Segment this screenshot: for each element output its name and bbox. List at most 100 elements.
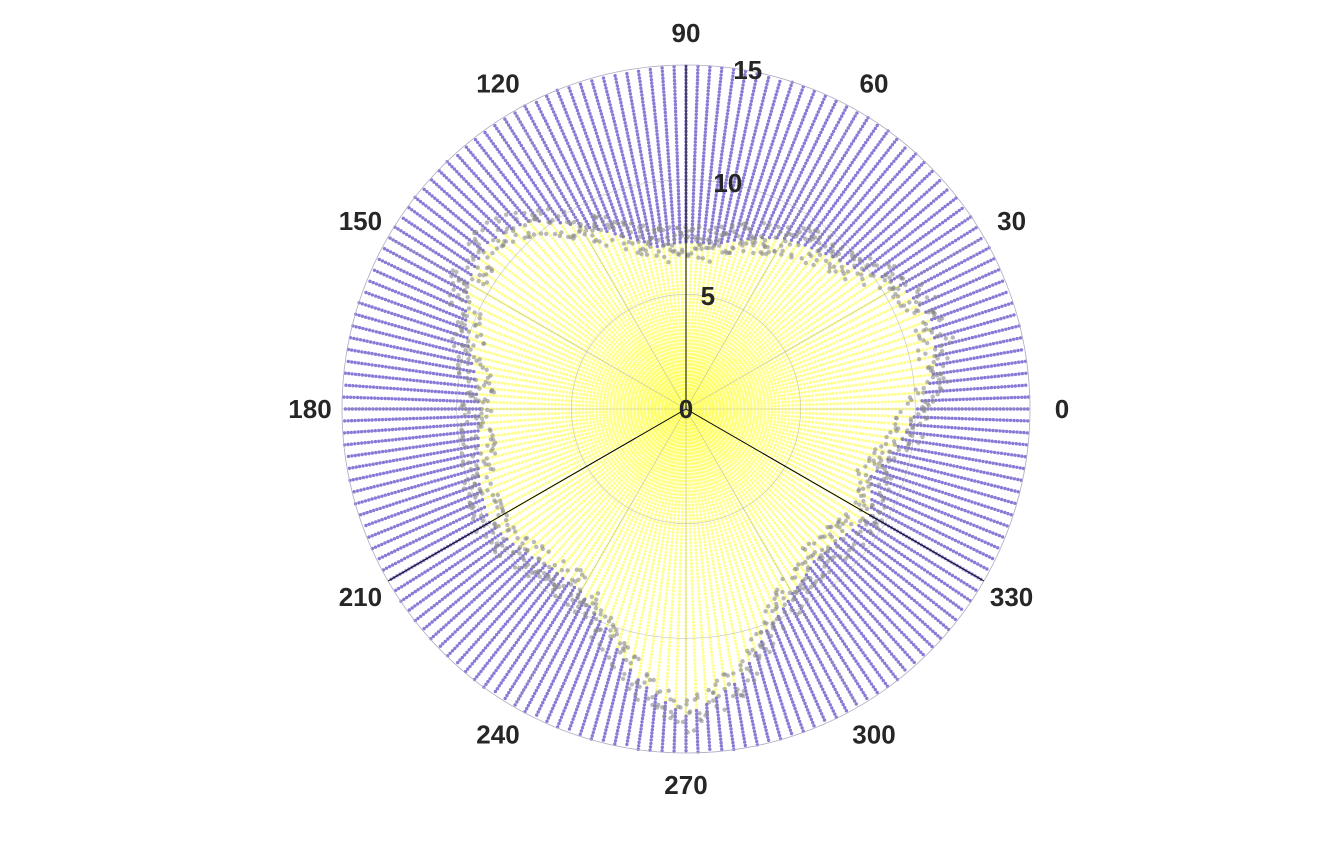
data-point	[772, 352, 775, 356]
data-point	[801, 316, 805, 320]
data-point	[523, 228, 527, 232]
data-point	[739, 320, 743, 323]
data-point	[725, 305, 729, 309]
data-point	[483, 309, 487, 313]
data-point	[905, 376, 909, 380]
data-point	[564, 326, 568, 330]
data-point	[825, 377, 829, 381]
data-point	[637, 331, 641, 335]
data-point	[787, 352, 791, 356]
data-point	[737, 288, 741, 292]
data-point	[778, 267, 782, 271]
data-point	[848, 320, 852, 324]
data-point	[808, 357, 812, 361]
data-point	[881, 335, 885, 339]
data-point	[577, 296, 580, 300]
data-point	[810, 389, 814, 393]
data-point	[798, 403, 801, 407]
data-point	[585, 311, 589, 315]
data-point	[723, 334, 727, 338]
data-point	[744, 283, 748, 287]
data-point	[617, 299, 621, 303]
data-point	[823, 339, 827, 343]
data-point	[798, 318, 802, 322]
data-point	[627, 329, 631, 333]
data-point	[898, 312, 902, 316]
data-point	[732, 260, 736, 264]
data-point	[723, 327, 727, 331]
data-point	[545, 264, 549, 267]
data-point	[829, 309, 833, 313]
data-point	[563, 227, 567, 231]
data-point	[659, 307, 663, 311]
data-point	[759, 352, 763, 356]
data-point	[803, 344, 806, 348]
data-point	[622, 280, 626, 284]
data-point	[622, 316, 626, 320]
data-point	[855, 389, 859, 393]
data-point	[912, 342, 916, 346]
data-point	[741, 278, 745, 282]
data-point	[753, 304, 757, 308]
data-point	[749, 318, 753, 322]
data-point	[770, 270, 774, 274]
data-point	[763, 382, 766, 385]
data-point	[614, 363, 618, 367]
data-point	[830, 276, 834, 280]
data-point	[600, 307, 604, 311]
data-point	[703, 320, 707, 323]
data-point	[668, 257, 672, 260]
data-point	[597, 352, 600, 356]
data-point	[593, 261, 597, 265]
data-point	[809, 310, 813, 314]
data-point	[616, 268, 620, 272]
data-point	[533, 271, 537, 275]
data-point	[578, 238, 582, 242]
data-point	[635, 286, 639, 290]
data-point	[505, 267, 509, 271]
data-point	[736, 310, 740, 314]
data-point	[752, 397, 756, 401]
data-point	[613, 293, 617, 297]
data-point	[675, 277, 679, 281]
data-point	[493, 330, 497, 334]
data-point	[758, 312, 762, 316]
data-point	[651, 291, 655, 295]
data-point	[763, 399, 767, 403]
data-point	[877, 400, 880, 404]
data-point	[569, 279, 573, 283]
data-point	[751, 380, 755, 384]
data-point	[853, 377, 857, 381]
data-point	[513, 292, 517, 296]
data-point	[534, 298, 538, 302]
data-point	[650, 288, 654, 292]
data-point	[760, 323, 764, 327]
data-point	[833, 314, 837, 318]
data-point	[771, 243, 775, 247]
data-point	[604, 312, 608, 316]
data-point	[821, 315, 825, 319]
data-point	[751, 338, 755, 342]
data-point	[478, 297, 481, 301]
data-point	[786, 393, 790, 397]
data-point	[795, 338, 799, 342]
data-point	[773, 401, 777, 405]
data-point	[612, 354, 616, 358]
data-point	[524, 299, 528, 303]
data-point	[607, 293, 611, 297]
data-point	[489, 312, 493, 316]
data-point	[602, 276, 606, 280]
data-point	[757, 270, 761, 274]
data-point	[810, 322, 813, 326]
data-point	[829, 336, 833, 340]
data-point	[869, 332, 873, 336]
data-point	[792, 354, 796, 358]
data-point	[589, 322, 593, 326]
data-point	[636, 289, 640, 293]
data-point	[549, 246, 553, 250]
data-point	[633, 325, 637, 329]
data-point	[813, 389, 817, 393]
data-point	[859, 401, 863, 405]
data-point	[865, 276, 869, 280]
data-point	[593, 366, 597, 370]
